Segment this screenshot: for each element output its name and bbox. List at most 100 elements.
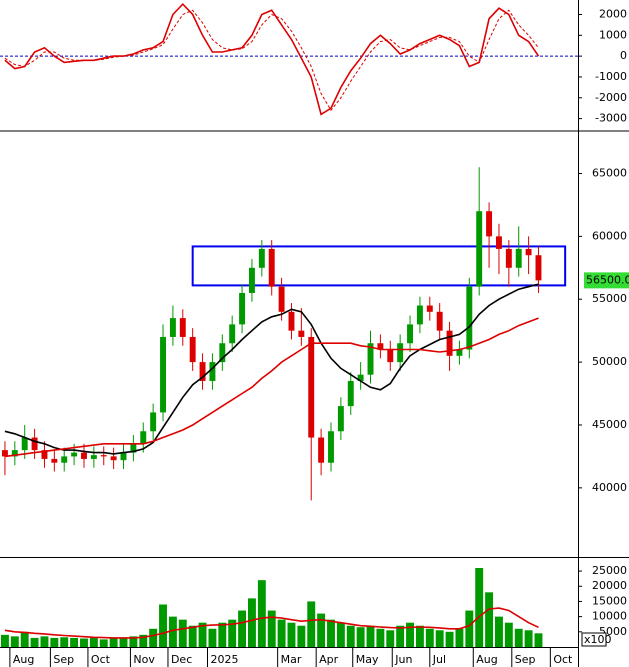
line [4, 9, 539, 112]
volume-bar [30, 637, 39, 647]
candle-body [199, 362, 206, 381]
candle-body [525, 248, 532, 256]
candle-body [466, 286, 473, 350]
candle-body [100, 455, 107, 457]
candle-body [535, 255, 542, 281]
volume-bar [366, 625, 375, 647]
candle-body [120, 452, 127, 461]
volume-bar [159, 604, 167, 647]
x-tick-label: Mar [281, 653, 302, 666]
volume-bar [178, 619, 187, 647]
candle-body [397, 343, 404, 363]
unit-label: x100 [584, 633, 612, 646]
last-price-box [584, 272, 629, 289]
y-tick-label: -2000 [595, 91, 627, 104]
volume-bar [495, 616, 503, 647]
candle-body [476, 211, 483, 287]
volume-bar [445, 631, 454, 647]
candle-body [239, 292, 246, 325]
candle-body [436, 311, 443, 331]
candle-body [160, 336, 166, 413]
candle-body [456, 349, 463, 356]
x-tick-label: May [356, 653, 379, 666]
x-tick-label: Oct [553, 653, 573, 666]
y-tick-label: 10000 [592, 610, 627, 623]
candle-body [495, 236, 502, 249]
candle-body [130, 443, 137, 453]
candle-body [486, 211, 493, 237]
y-tick-label: 65000 [592, 166, 627, 179]
candle-body [357, 374, 364, 381]
volume-bar [228, 619, 237, 647]
candle-body [308, 336, 315, 438]
volume-bar [297, 625, 306, 647]
candle-body [219, 343, 226, 363]
volume-bar [0, 634, 9, 647]
candle-body [140, 431, 147, 444]
volume-bar [129, 636, 138, 647]
volume-bar [89, 637, 98, 647]
volume-bar [356, 627, 365, 647]
volume-bar [396, 625, 405, 647]
volume-bar [475, 568, 484, 647]
volume-bar [40, 636, 49, 647]
volume-bar [247, 598, 256, 647]
y-tick-label: -3000 [595, 112, 627, 125]
volume-bar [455, 628, 464, 647]
y-tick-label: 1000 [599, 28, 627, 41]
volume-bar [208, 628, 217, 647]
volume-bar [109, 637, 118, 647]
candle-body [426, 305, 433, 312]
volume-bar [10, 636, 19, 647]
candle-body [189, 336, 196, 363]
volume-bar [415, 625, 424, 647]
x-tick-label: Jun [394, 653, 412, 666]
y-tick-label: 45000 [592, 418, 627, 431]
volume-bar [257, 580, 266, 647]
x-tick-label: Nov [133, 653, 155, 666]
volume-bar [277, 619, 286, 647]
y-tick-label: 50000 [592, 355, 627, 368]
x-tick-label: Apr [319, 653, 339, 666]
volume-bar [119, 638, 128, 647]
volume-bar [534, 633, 543, 647]
volume-bar [198, 622, 207, 647]
volume-bar [485, 592, 494, 647]
zone-box [191, 245, 567, 287]
line [4, 317, 539, 458]
y-tick-label: -1000 [595, 70, 627, 83]
volume-bar [218, 622, 227, 647]
candle-body [209, 362, 216, 381]
volume-bar [465, 610, 474, 647]
y-tick-label: 25000 [592, 564, 627, 577]
volume-bar [287, 622, 296, 647]
candle-body [347, 380, 354, 407]
volume-bar [425, 628, 434, 647]
volume-bar [149, 628, 158, 647]
volume-bar [50, 637, 59, 647]
volume-bar [238, 610, 247, 647]
candle-body [278, 286, 285, 312]
x-tick-label: Sep [515, 653, 536, 666]
candle-body [21, 437, 28, 451]
last-price-label: 56500.00 [586, 273, 629, 286]
line [4, 607, 539, 639]
volume-bar [346, 625, 355, 647]
candle-body [298, 330, 305, 337]
volume-bar [188, 625, 197, 647]
x-tick-label: Sep [53, 653, 74, 666]
y-tick-label: 2000 [599, 7, 627, 20]
candle-body [248, 267, 255, 293]
x-tick-label: 2025 [210, 653, 238, 666]
candle-body [515, 248, 522, 268]
volume-bar [20, 631, 29, 647]
candle-body [169, 318, 176, 337]
x-tick-label: Oct [91, 653, 111, 666]
y-tick-label: 60000 [592, 229, 627, 242]
x-tick-label: Jul [432, 653, 446, 666]
candle-body [1, 450, 8, 457]
candle-body [288, 311, 295, 331]
y-tick-label: 20000 [592, 579, 627, 592]
